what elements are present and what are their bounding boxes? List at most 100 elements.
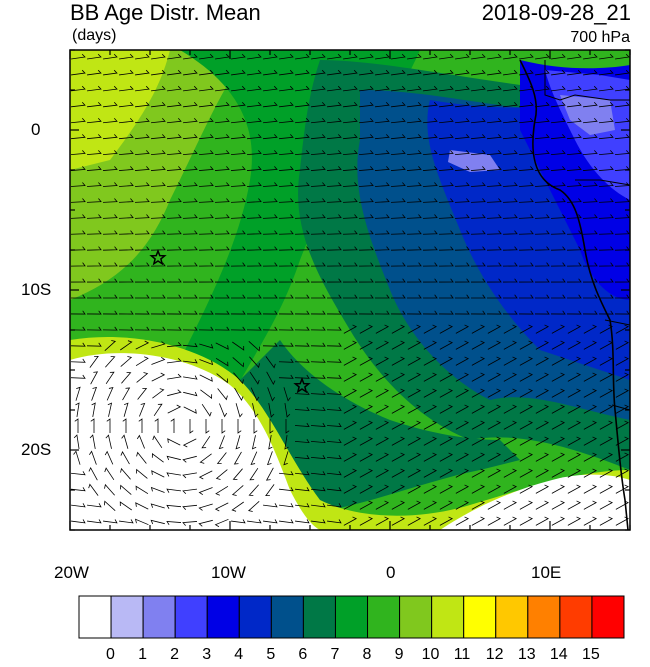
wind-barb xyxy=(470,198,486,203)
wind-barb xyxy=(311,101,326,108)
wind-barb xyxy=(358,262,374,267)
wind-barb xyxy=(358,166,374,171)
wind-barb xyxy=(406,182,422,187)
wind-barb xyxy=(342,214,358,219)
wind-barb xyxy=(423,340,438,350)
wind-barb xyxy=(182,134,198,140)
wind-barb xyxy=(551,484,566,494)
wind-barb xyxy=(134,278,150,283)
wind-barb xyxy=(375,420,390,430)
wind-barb xyxy=(615,324,630,334)
wind-barb xyxy=(70,166,86,171)
wind-barb xyxy=(247,519,262,524)
wind-barb xyxy=(279,101,294,108)
wind-barb xyxy=(279,85,294,92)
wind-barb xyxy=(278,150,294,156)
wind-barb xyxy=(519,468,534,478)
wind-barb xyxy=(310,342,326,347)
wind-barb xyxy=(104,467,115,481)
wind-barb xyxy=(134,134,150,140)
wind-barb xyxy=(199,101,214,108)
wind-barb xyxy=(423,468,438,478)
wind-barb xyxy=(551,372,566,382)
wind-barb xyxy=(326,166,342,171)
wind-barb xyxy=(230,262,246,267)
wind-barb xyxy=(391,85,406,92)
wind-barb xyxy=(294,342,310,347)
wind-barb xyxy=(375,452,390,462)
wind-barb xyxy=(262,262,278,267)
wind-barb xyxy=(167,373,182,380)
wind-barb xyxy=(86,278,102,283)
wind-barb xyxy=(246,118,262,124)
wind-barb xyxy=(167,101,182,108)
wind-barb xyxy=(439,101,454,108)
wind-barb xyxy=(486,310,502,315)
wind-barb xyxy=(486,294,502,299)
wind-barb xyxy=(231,69,246,76)
wind-barb xyxy=(135,53,150,60)
wind-barb xyxy=(599,516,614,526)
wind-barb xyxy=(358,278,374,283)
colorbar-label: 15 xyxy=(581,646,600,663)
wind-barb xyxy=(182,246,198,251)
wind-barb xyxy=(295,85,310,92)
wind-barb xyxy=(247,69,262,76)
wind-barb xyxy=(86,134,102,140)
wind-barb xyxy=(438,310,454,315)
wind-barb xyxy=(310,294,326,299)
wind-barb xyxy=(599,101,614,108)
wind-barb xyxy=(614,150,630,156)
wind-barb xyxy=(614,198,630,203)
wind-barb xyxy=(454,230,470,235)
wind-barb xyxy=(311,503,326,508)
wind-barb xyxy=(251,435,257,450)
wind-barb xyxy=(310,422,326,427)
wind-barb xyxy=(263,519,278,524)
wind-barb xyxy=(566,134,582,140)
wind-barb xyxy=(566,166,582,171)
wind-barb xyxy=(86,230,102,235)
wind-barb xyxy=(615,53,630,60)
wind-barb xyxy=(153,403,163,417)
wind-barb xyxy=(599,372,614,382)
wind-barb xyxy=(343,53,358,60)
wind-barb xyxy=(534,134,550,140)
wind-barb xyxy=(407,500,422,510)
wind-barb xyxy=(550,182,566,187)
wind-barb xyxy=(151,372,166,382)
wind-barb xyxy=(231,501,244,512)
wind-barb xyxy=(263,101,278,108)
wind-barb xyxy=(166,310,182,315)
wind-barb xyxy=(551,85,566,92)
wind-barb xyxy=(550,294,566,299)
wind-barb xyxy=(423,500,438,510)
wind-barb xyxy=(283,387,291,402)
wind-barb xyxy=(439,372,454,382)
wind-barb xyxy=(214,118,230,124)
wind-barb xyxy=(167,438,181,446)
wind-barb xyxy=(262,326,278,331)
wind-barb xyxy=(283,451,289,466)
wind-barb xyxy=(166,214,182,219)
wind-barb xyxy=(198,118,214,124)
wind-barb xyxy=(454,214,470,219)
wind-barb xyxy=(294,471,310,476)
wind-barb xyxy=(167,404,182,414)
wind-barb xyxy=(390,166,406,171)
wind-barb xyxy=(230,326,246,331)
wind-barb xyxy=(278,374,294,379)
wind-barb xyxy=(278,262,294,267)
wind-barb xyxy=(262,198,278,203)
wind-barb xyxy=(294,166,310,171)
wind-barb xyxy=(269,419,274,434)
wind-barb xyxy=(214,230,230,235)
wind-barb xyxy=(120,340,133,351)
wind-barb xyxy=(166,455,181,461)
wind-barb xyxy=(359,69,374,76)
wind-barb xyxy=(407,516,422,526)
wind-barb xyxy=(407,436,422,446)
wind-barb xyxy=(582,198,598,203)
wind-barb xyxy=(86,198,102,203)
wind-barb xyxy=(551,516,566,526)
